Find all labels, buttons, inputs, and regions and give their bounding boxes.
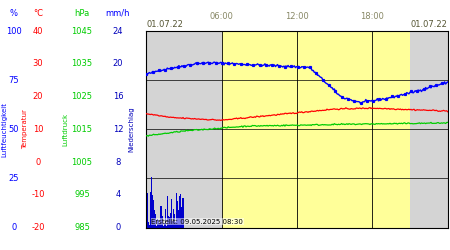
Text: 0: 0: [115, 223, 121, 232]
Text: 12: 12: [113, 125, 123, 134]
Bar: [410, 31, 448, 228]
Bar: [166, 196, 168, 228]
Bar: [181, 207, 183, 228]
Text: 20: 20: [33, 92, 43, 101]
Text: Luftdruck: Luftdruck: [62, 113, 68, 146]
Text: 1045: 1045: [72, 27, 93, 36]
Text: 50: 50: [9, 125, 19, 134]
Bar: [147, 193, 148, 228]
Bar: [174, 214, 175, 228]
Bar: [155, 214, 156, 228]
Text: 985: 985: [74, 223, 90, 232]
Text: hPa: hPa: [74, 9, 90, 18]
Bar: [165, 209, 166, 228]
Bar: [154, 210, 155, 228]
Text: 995: 995: [74, 190, 90, 199]
Text: -20: -20: [31, 223, 45, 232]
Text: 30: 30: [33, 60, 43, 68]
Bar: [176, 193, 177, 228]
Bar: [150, 192, 151, 228]
Bar: [179, 196, 180, 228]
Text: Temperatur: Temperatur: [22, 110, 28, 149]
Bar: [148, 222, 149, 228]
Text: 10: 10: [33, 125, 43, 134]
Text: 40: 40: [33, 27, 43, 36]
Bar: [178, 210, 180, 228]
Bar: [151, 176, 152, 228]
Text: 0: 0: [36, 158, 40, 166]
Bar: [146, 226, 147, 228]
Bar: [177, 202, 178, 228]
Bar: [157, 219, 158, 228]
Text: 18:00: 18:00: [360, 12, 384, 21]
Text: Erstellt: 09.05.2025 08:30: Erstellt: 09.05.2025 08:30: [151, 218, 243, 224]
Bar: [158, 220, 159, 228]
Bar: [153, 200, 154, 228]
Bar: [166, 226, 167, 228]
Bar: [160, 206, 162, 228]
Text: mm/h: mm/h: [106, 9, 130, 18]
Bar: [172, 220, 173, 228]
Text: 01.07.22: 01.07.22: [411, 20, 448, 29]
Text: 100: 100: [6, 27, 22, 36]
Text: Luftfeuchtigkeit: Luftfeuchtigkeit: [1, 102, 7, 157]
Bar: [163, 224, 165, 228]
Text: 12:00: 12:00: [285, 12, 309, 21]
Text: 25: 25: [9, 174, 19, 183]
Text: 8: 8: [115, 158, 121, 166]
Text: 4: 4: [115, 190, 121, 199]
Bar: [149, 225, 150, 228]
Bar: [156, 226, 157, 228]
Bar: [152, 195, 153, 228]
Bar: [159, 222, 161, 228]
Text: 1035: 1035: [72, 60, 93, 68]
Text: Niederschlag: Niederschlag: [128, 106, 134, 152]
Text: 1025: 1025: [72, 92, 93, 101]
Text: °C: °C: [33, 9, 43, 18]
Bar: [170, 213, 171, 228]
Bar: [173, 209, 174, 228]
Text: 1005: 1005: [72, 158, 93, 166]
Text: 06:00: 06:00: [210, 12, 234, 21]
Bar: [169, 217, 170, 228]
Bar: [168, 216, 169, 228]
Text: 1015: 1015: [72, 125, 93, 134]
Bar: [146, 31, 221, 228]
Bar: [182, 198, 184, 228]
Text: 20: 20: [113, 60, 123, 68]
Text: 0: 0: [11, 223, 17, 232]
Bar: [162, 226, 164, 228]
Bar: [175, 222, 176, 228]
Text: %: %: [10, 9, 18, 18]
Text: -10: -10: [31, 190, 45, 199]
Text: 24: 24: [113, 27, 123, 36]
Text: 16: 16: [112, 92, 123, 101]
Text: 01.07.22: 01.07.22: [146, 20, 183, 29]
Bar: [171, 199, 172, 228]
Bar: [180, 194, 181, 228]
Bar: [221, 31, 410, 228]
Text: 75: 75: [9, 76, 19, 85]
